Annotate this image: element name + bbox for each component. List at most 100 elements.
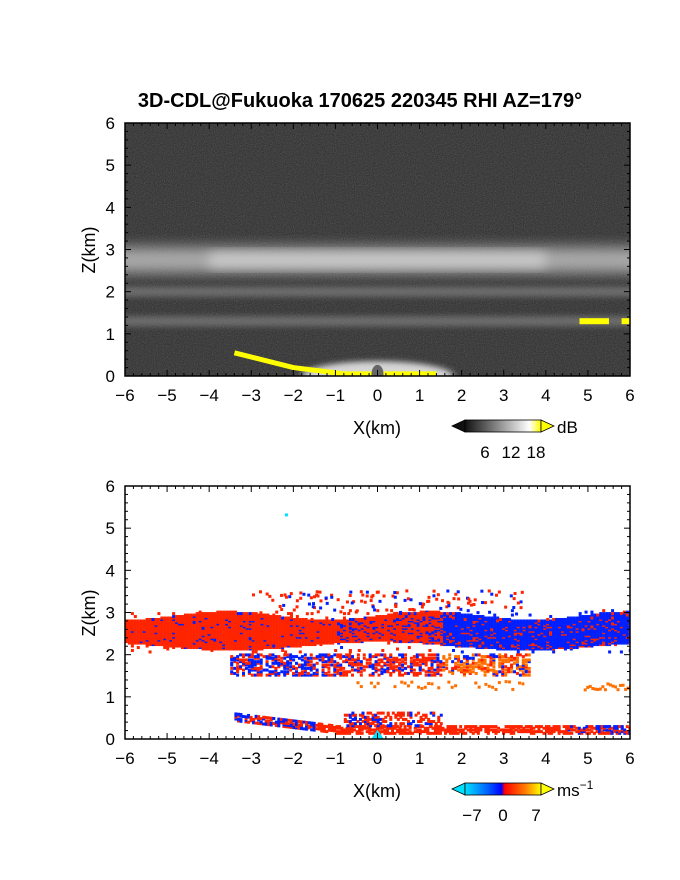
velocity-pixel bbox=[331, 617, 335, 621]
velocity-pixel bbox=[337, 619, 341, 623]
velocity-pixel bbox=[393, 731, 397, 735]
velocity-pixel bbox=[277, 661, 281, 665]
velocity-pixel bbox=[305, 724, 309, 728]
backscatter-x-tick-label: −5 bbox=[157, 386, 176, 405]
velocity-pixel bbox=[247, 663, 251, 667]
velocity-pixel bbox=[324, 596, 328, 600]
velocity-pixel bbox=[378, 615, 382, 619]
velocity-pixel bbox=[457, 665, 461, 669]
velocity-pixel bbox=[608, 612, 612, 616]
velocity-pixel bbox=[339, 668, 343, 672]
velocity-pixel bbox=[259, 611, 263, 615]
velocity-pixel bbox=[498, 670, 502, 674]
velocity-pixel bbox=[430, 663, 434, 667]
velocity-pixel bbox=[374, 670, 378, 674]
velocity-pixel bbox=[283, 653, 287, 657]
velocity-pixel bbox=[310, 724, 314, 728]
velocity-pixel bbox=[504, 665, 508, 669]
velocity-pixel bbox=[395, 591, 399, 595]
velocity-pixel bbox=[398, 673, 402, 677]
velocity-pixel bbox=[427, 595, 431, 599]
velocity-pixel bbox=[321, 653, 325, 657]
velocity-pixel bbox=[394, 603, 398, 607]
velocity-pixel bbox=[133, 619, 137, 623]
velocity-pixel bbox=[362, 665, 366, 669]
velocity-pixel bbox=[239, 658, 243, 662]
velocity-pixel bbox=[330, 663, 334, 667]
velocity-pixel bbox=[385, 731, 389, 735]
velocity-pixel bbox=[406, 728, 410, 732]
velocity-pixel bbox=[280, 660, 284, 664]
velocity-pixel bbox=[268, 673, 272, 677]
velocity-pixel bbox=[337, 731, 341, 735]
velocity-pixel bbox=[477, 653, 481, 657]
velocity-pixel bbox=[403, 726, 407, 730]
velocity-pixel bbox=[283, 656, 287, 660]
velocity-pixel bbox=[160, 616, 164, 620]
velocity-pixel bbox=[268, 653, 272, 657]
velocity-pixel bbox=[493, 616, 497, 620]
velocity-pixel bbox=[336, 655, 340, 659]
velocity-pixel bbox=[321, 670, 325, 674]
velocity-pixel bbox=[333, 668, 337, 672]
velocity-pixel bbox=[375, 726, 379, 730]
velocity-pixel bbox=[528, 619, 532, 623]
velocity-pixel bbox=[306, 663, 310, 667]
velocity-pixel bbox=[279, 721, 283, 725]
velocity-pixel bbox=[336, 663, 340, 667]
velocity-pixel bbox=[480, 665, 484, 669]
velocity-pixel bbox=[315, 723, 319, 727]
velocity-pixel bbox=[244, 717, 248, 721]
velocity-pixel bbox=[392, 668, 396, 672]
velocity-pixel bbox=[373, 731, 377, 735]
velocity-pixel bbox=[378, 730, 382, 734]
backscatter-colorbar: dB 6 12 18 bbox=[451, 418, 578, 462]
velocity-pixel bbox=[504, 671, 508, 675]
velocity-pixel bbox=[292, 617, 296, 621]
velocity-pixel bbox=[345, 655, 349, 659]
velocity-pixel bbox=[430, 673, 434, 677]
velocity-pixel bbox=[259, 671, 263, 675]
velocity-pixel bbox=[280, 608, 284, 612]
velocity-pixel bbox=[363, 726, 367, 730]
velocity-pixel bbox=[376, 681, 380, 685]
velocity-pixel bbox=[407, 646, 411, 650]
velocity-pixel bbox=[465, 661, 469, 665]
velocity-pixel bbox=[549, 615, 553, 619]
velocity-pixel bbox=[521, 658, 525, 662]
velocity-pixel bbox=[454, 661, 458, 665]
velocity-pixel bbox=[333, 660, 337, 664]
velocity-pixel bbox=[521, 665, 525, 669]
velocity-pixel bbox=[336, 653, 340, 657]
velocity-pixel bbox=[578, 612, 582, 616]
velocity-pixel bbox=[289, 616, 293, 620]
velocity-pixel bbox=[586, 685, 590, 689]
velocity-pixel bbox=[142, 619, 146, 623]
velocity-pixel bbox=[320, 727, 324, 731]
velocity-pixel bbox=[430, 670, 434, 674]
velocity-pixel bbox=[297, 673, 301, 677]
velocity-pixel bbox=[445, 605, 449, 609]
velocity-pixel bbox=[496, 616, 500, 620]
velocity-pixel bbox=[366, 616, 370, 620]
velocity-pixel bbox=[515, 671, 519, 675]
velocity-pixel bbox=[462, 668, 466, 672]
velocity-pixel bbox=[309, 666, 313, 670]
velocity-pixel bbox=[468, 671, 472, 675]
velocity-pixel bbox=[201, 612, 205, 616]
velocity-pixel bbox=[324, 673, 328, 677]
velocity-pixel bbox=[265, 655, 269, 659]
velocity-pixel bbox=[318, 590, 322, 594]
velocity-pixel bbox=[259, 653, 263, 657]
velocity-pixel bbox=[436, 658, 440, 662]
velocity-pixel bbox=[401, 728, 405, 732]
velocity-pixel bbox=[277, 720, 281, 724]
velocity-pixel bbox=[277, 673, 281, 677]
velocity-pixel bbox=[389, 665, 393, 669]
velocity-pixel bbox=[498, 656, 502, 660]
velocity-pixel bbox=[282, 603, 286, 607]
velocity-pixel bbox=[245, 612, 249, 616]
velocity-pixel bbox=[195, 612, 199, 616]
velocity-pixel bbox=[363, 725, 367, 729]
velocity-pixel bbox=[350, 665, 354, 669]
